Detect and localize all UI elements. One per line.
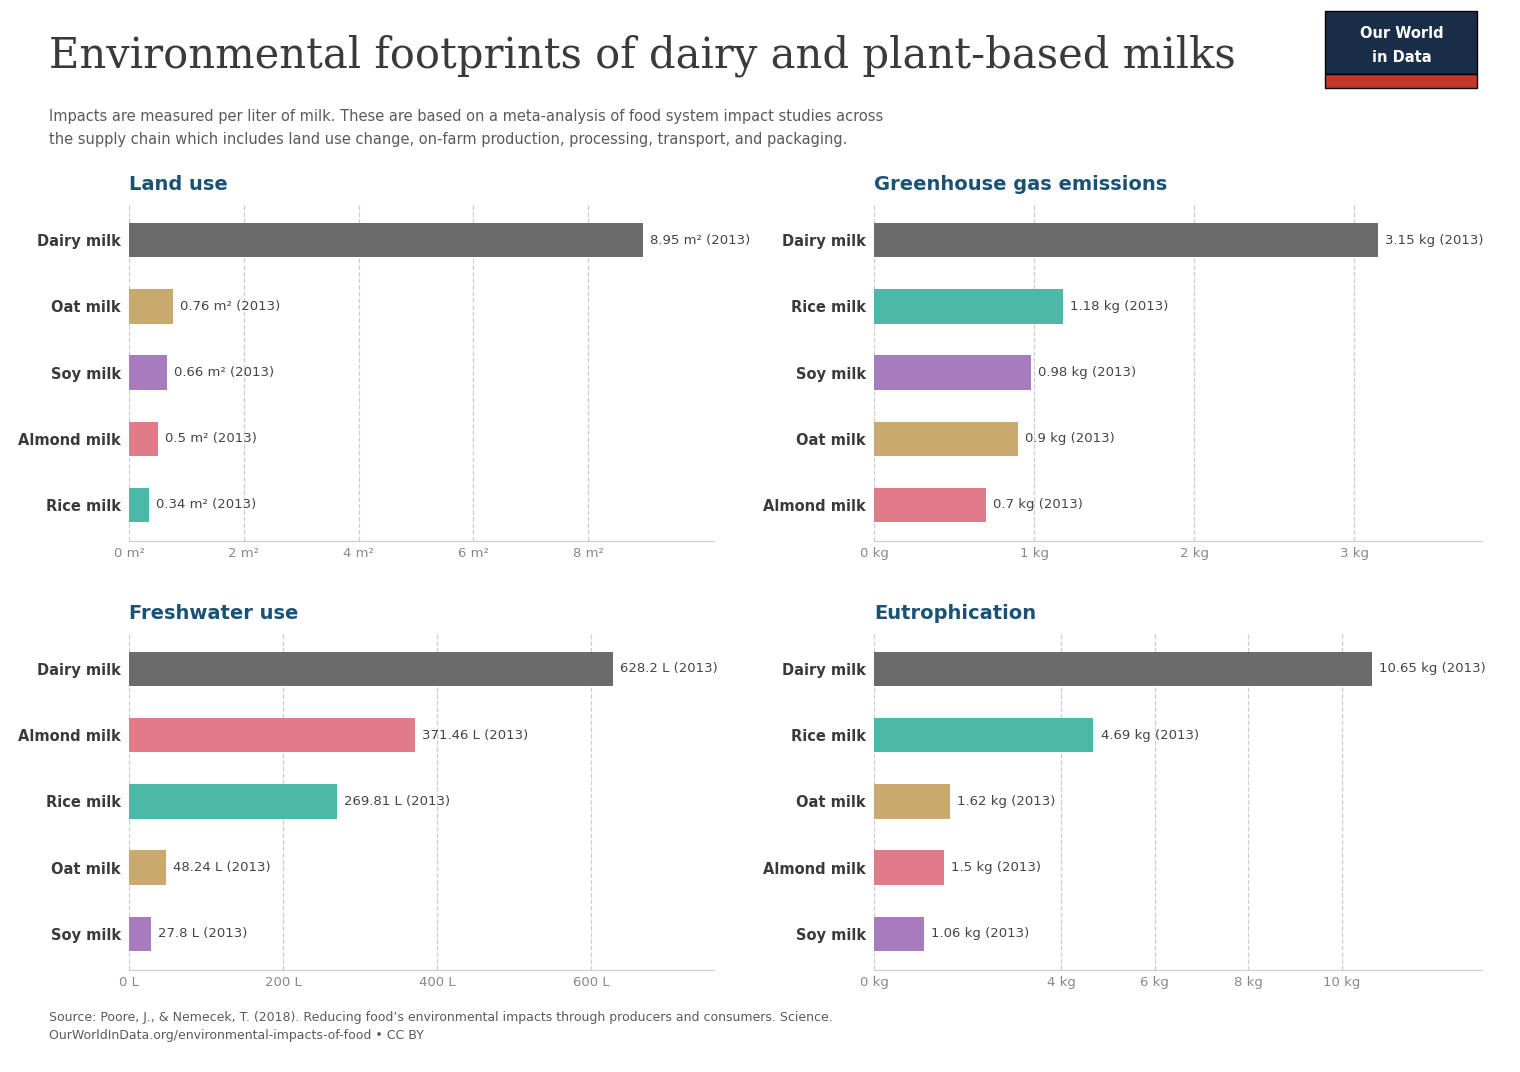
Bar bbox=[874, 488, 986, 522]
Text: 0.66 m² (2013): 0.66 m² (2013) bbox=[175, 366, 274, 379]
Bar bbox=[874, 652, 1373, 686]
FancyBboxPatch shape bbox=[1325, 11, 1477, 74]
Bar bbox=[129, 784, 337, 819]
Text: 4.69 kg (2013): 4.69 kg (2013) bbox=[1100, 729, 1199, 742]
Bar bbox=[874, 223, 1379, 257]
Bar bbox=[874, 850, 944, 884]
Text: Our World: Our World bbox=[1359, 27, 1444, 42]
Bar bbox=[874, 355, 1031, 390]
FancyBboxPatch shape bbox=[1325, 74, 1477, 88]
Text: 0.98 kg (2013): 0.98 kg (2013) bbox=[1038, 366, 1137, 379]
Bar bbox=[874, 718, 1093, 753]
Text: Environmental footprints of dairy and plant-based milks: Environmental footprints of dairy and pl… bbox=[49, 34, 1236, 77]
Bar bbox=[874, 784, 950, 819]
Text: 27.8 L (2013): 27.8 L (2013) bbox=[158, 927, 248, 940]
Text: 628.2 L (2013): 628.2 L (2013) bbox=[620, 662, 717, 675]
Text: 269.81 L (2013): 269.81 L (2013) bbox=[344, 794, 450, 808]
Bar bbox=[129, 850, 166, 884]
Bar bbox=[129, 223, 643, 257]
Text: Eutrophication: Eutrophication bbox=[874, 604, 1037, 623]
Text: Greenhouse gas emissions: Greenhouse gas emissions bbox=[874, 175, 1167, 194]
Text: Freshwater use: Freshwater use bbox=[129, 604, 298, 623]
Text: 1.62 kg (2013): 1.62 kg (2013) bbox=[958, 794, 1055, 808]
Bar bbox=[874, 421, 1018, 456]
Text: 10.65 kg (2013): 10.65 kg (2013) bbox=[1379, 662, 1487, 675]
Bar bbox=[129, 355, 167, 390]
Text: 0.5 m² (2013): 0.5 m² (2013) bbox=[164, 432, 257, 445]
Bar bbox=[129, 917, 150, 951]
Bar bbox=[874, 289, 1062, 324]
Text: 1.5 kg (2013): 1.5 kg (2013) bbox=[952, 861, 1041, 874]
Text: Land use: Land use bbox=[129, 175, 228, 194]
Text: 0.7 kg (2013): 0.7 kg (2013) bbox=[993, 498, 1084, 511]
Text: Impacts are measured per liter of milk. These are based on a meta-analysis of fo: Impacts are measured per liter of milk. … bbox=[49, 109, 883, 147]
Bar bbox=[129, 289, 173, 324]
Text: 0.76 m² (2013): 0.76 m² (2013) bbox=[179, 300, 280, 313]
Text: 0.9 kg (2013): 0.9 kg (2013) bbox=[1026, 432, 1116, 445]
Bar bbox=[129, 652, 613, 686]
Text: Source: Poore, J., & Nemecek, T. (2018). Reducing food’s environmental impacts t: Source: Poore, J., & Nemecek, T. (2018).… bbox=[49, 1011, 833, 1042]
Text: 48.24 L (2013): 48.24 L (2013) bbox=[173, 861, 271, 874]
Bar bbox=[129, 421, 158, 456]
Text: 371.46 L (2013): 371.46 L (2013) bbox=[423, 729, 529, 742]
Bar bbox=[874, 917, 924, 951]
Text: 1.18 kg (2013): 1.18 kg (2013) bbox=[1070, 300, 1169, 313]
Text: in Data: in Data bbox=[1371, 49, 1432, 64]
Text: 1.06 kg (2013): 1.06 kg (2013) bbox=[930, 927, 1029, 940]
Bar bbox=[129, 718, 415, 753]
Bar bbox=[129, 488, 149, 522]
Text: 0.34 m² (2013): 0.34 m² (2013) bbox=[155, 498, 255, 511]
Text: 3.15 kg (2013): 3.15 kg (2013) bbox=[1385, 234, 1484, 247]
Text: 8.95 m² (2013): 8.95 m² (2013) bbox=[649, 234, 749, 247]
